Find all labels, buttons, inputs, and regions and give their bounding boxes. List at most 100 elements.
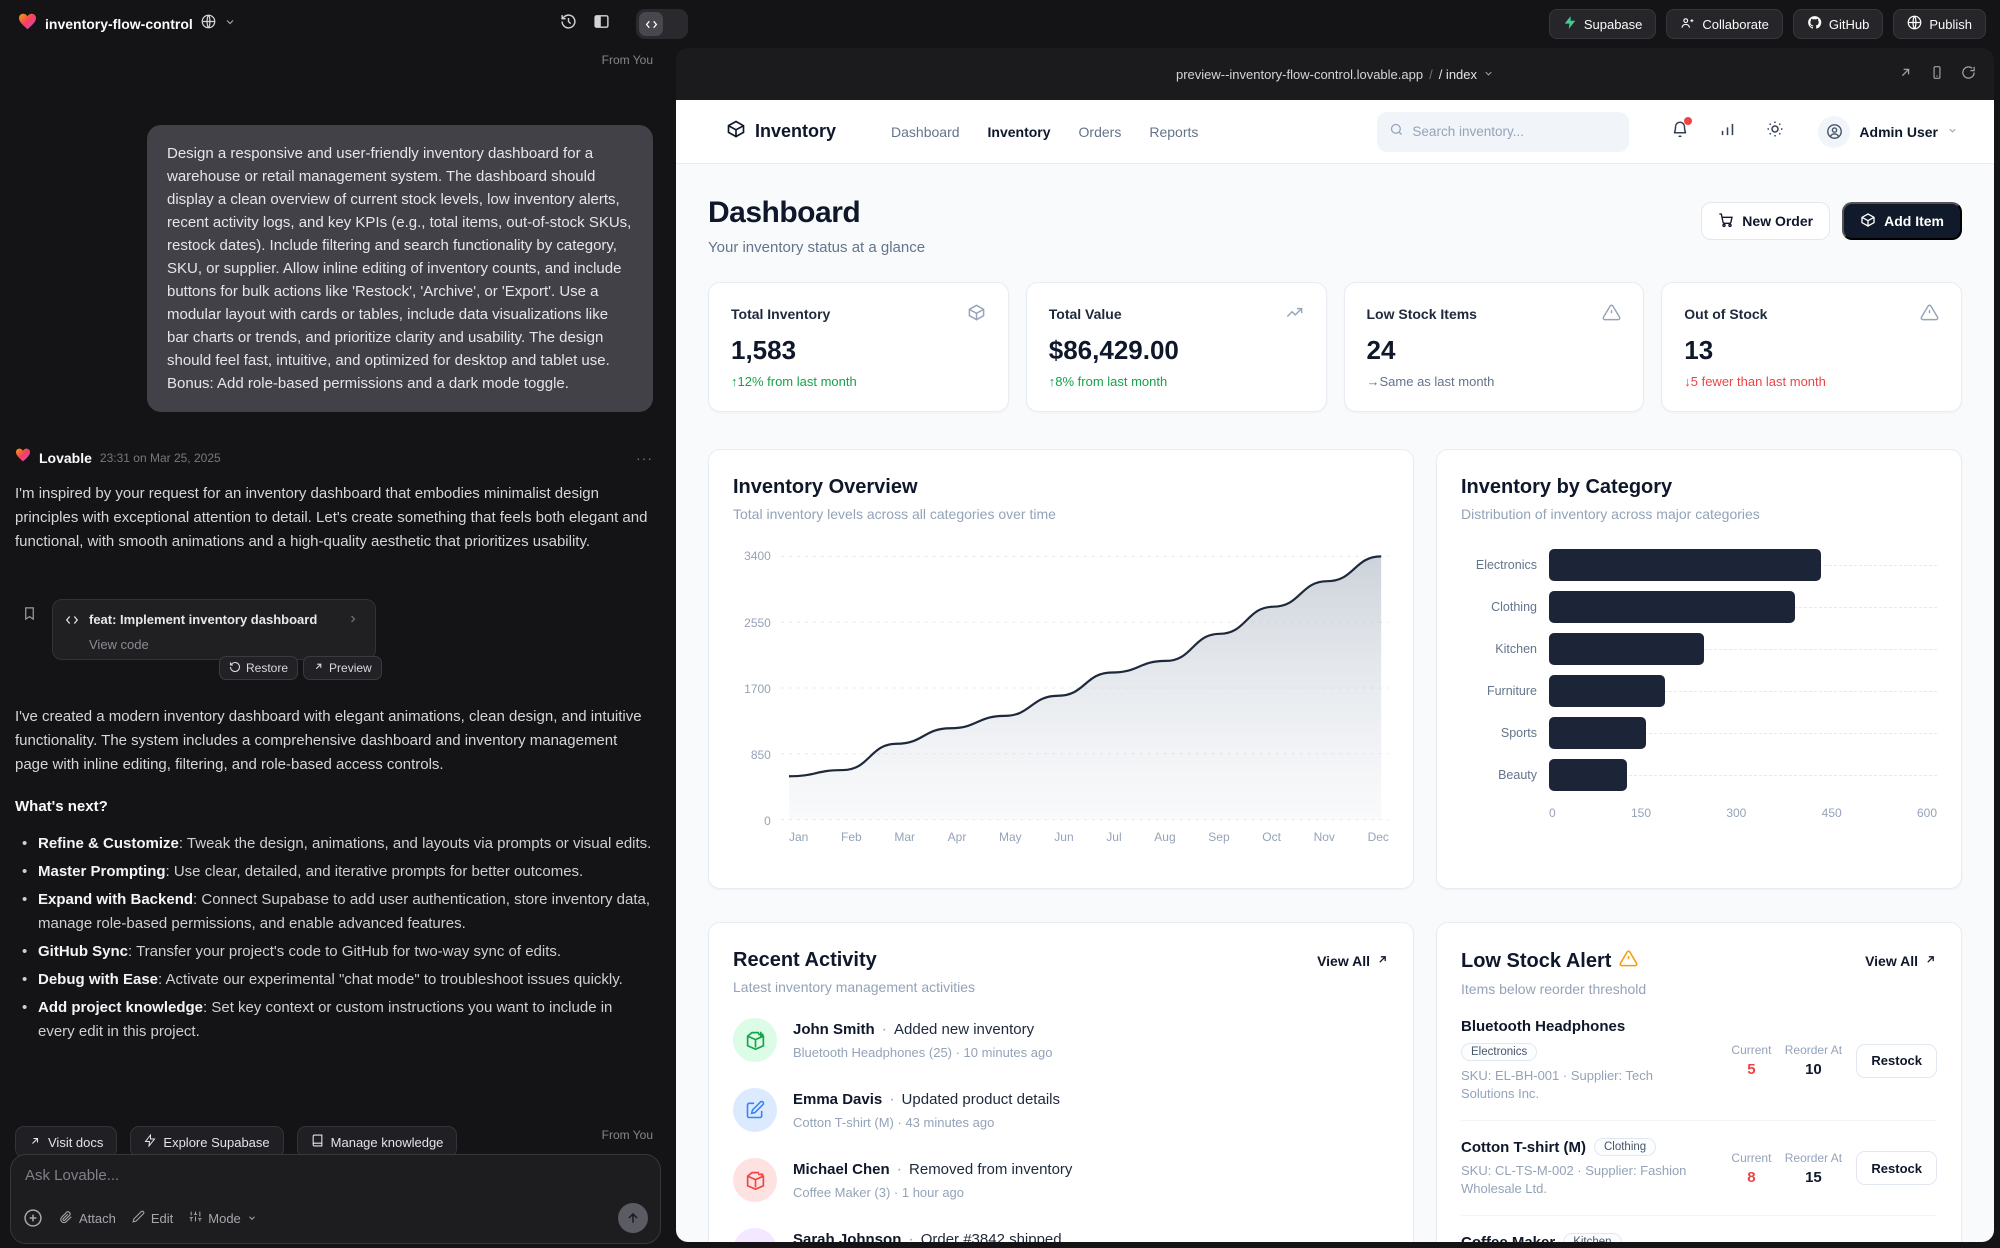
whats-next-list: Refine & Customize: Tweak the design, an… xyxy=(18,832,652,1048)
alert-triangle-icon xyxy=(1920,303,1939,325)
package-plus-icon xyxy=(733,1018,777,1062)
pencil-square-icon xyxy=(733,1088,777,1132)
app-header: Inventory Dashboard Inventory Orders Rep… xyxy=(676,100,1994,164)
attach-button[interactable]: Attach xyxy=(59,1210,116,1227)
chat-composer[interactable]: Attach Edit Mode xyxy=(10,1154,661,1244)
globe-icon[interactable] xyxy=(201,14,216,34)
mode-selector[interactable]: Mode xyxy=(189,1210,257,1226)
code-view-toggle[interactable] xyxy=(636,9,688,39)
new-order-button[interactable]: New Order xyxy=(1701,202,1831,240)
send-button[interactable] xyxy=(618,1203,648,1233)
app-brand[interactable]: Inventory xyxy=(726,119,836,144)
bar-furniture xyxy=(1549,675,1666,707)
inventory-by-category-card: Inventory by Category Distribution of in… xyxy=(1436,449,1962,889)
github-icon xyxy=(1807,15,1822,33)
search-box[interactable] xyxy=(1377,111,1630,152)
assistant-header: Lovable 23:31 on Mar 25, 2025 ··· xyxy=(15,448,653,467)
mobile-view-icon[interactable] xyxy=(1930,65,1944,83)
user-chevron-down-icon xyxy=(1947,123,1958,141)
chart-subtitle: Total inventory levels across all catego… xyxy=(733,506,1056,522)
chat-panel: From You Design a responsive and user-fr… xyxy=(0,48,676,1248)
page-title: Dashboard xyxy=(708,196,861,229)
cart-icon xyxy=(1718,212,1734,231)
analytics-bars-icon[interactable] xyxy=(1719,121,1736,143)
inventory-overview-card: Inventory Overview Total inventory level… xyxy=(708,449,1414,889)
lovable-heart-logo xyxy=(18,13,37,35)
preview-url-bar: preview--inventory-flow-control.lovable.… xyxy=(676,48,1994,100)
chart-subtitle: Distribution of inventory across major c… xyxy=(1461,506,1760,522)
kpi-value: 13 xyxy=(1684,335,1714,365)
view-all-link[interactable]: View All xyxy=(1317,949,1389,969)
bookmark-icon[interactable] xyxy=(22,605,37,627)
arrow-up-right-icon xyxy=(1924,953,1937,969)
nav-inventory[interactable]: Inventory xyxy=(987,123,1051,140)
preview-window: preview--inventory-flow-control.lovable.… xyxy=(676,48,1994,1242)
list-item: Refine & Customize: Tweak the design, an… xyxy=(18,832,652,856)
top-chrome-bar: inventory-flow-control Supabase xyxy=(0,0,2000,48)
bar-beauty xyxy=(1549,759,1627,791)
url-chevron-down-icon[interactable] xyxy=(1483,67,1494,82)
restock-button[interactable]: Restock xyxy=(1856,1151,1937,1185)
view-all-link[interactable]: View All xyxy=(1865,949,1937,969)
warning-amber-icon xyxy=(1619,949,1638,974)
project-name[interactable]: inventory-flow-control xyxy=(45,16,193,32)
preview-button[interactable]: Preview xyxy=(303,656,382,680)
restock-button[interactable]: Restock xyxy=(1856,1043,1937,1078)
edit-button[interactable]: Edit xyxy=(132,1210,173,1226)
bar-x-axis-labels: 0 150 300 450 600 xyxy=(1549,806,1937,820)
y-axis-labels: 3400 2550 1700 850 0 xyxy=(744,549,771,829)
x-axis-labels: Jan Feb Mar Apr May Jun Jul Aug Sep Oct Nov De… xyxy=(789,830,1389,844)
recent-activity-card: Recent Activity Latest inventory managem… xyxy=(708,922,1414,1242)
bar-clothing xyxy=(1549,591,1795,623)
nav-orders[interactable]: Orders xyxy=(1078,123,1122,140)
preview-url[interactable]: preview--inventory-flow-control.lovable.… xyxy=(1175,66,1424,82)
commit-chevron-right-icon[interactable] xyxy=(347,610,363,630)
github-button[interactable]: GitHub xyxy=(1792,9,1884,39)
activity-row[interactable]: Emma Davis · Updated product details Cotto… xyxy=(733,1075,1389,1145)
history-icon[interactable] xyxy=(560,13,577,35)
activity-row[interactable]: John Smith · Added new inventory Bluetooth… xyxy=(733,1005,1389,1075)
view-code-link[interactable]: View code xyxy=(89,637,149,652)
kpi-value: 1,583 xyxy=(731,335,797,365)
search-input[interactable] xyxy=(1412,124,1618,139)
restore-button[interactable]: Restore xyxy=(219,656,299,680)
nav-dashboard[interactable]: Dashboard xyxy=(891,123,960,140)
bar-sports xyxy=(1549,717,1646,749)
add-item-button[interactable]: Add Item xyxy=(1842,202,1962,240)
nav-reports[interactable]: Reports xyxy=(1149,123,1199,140)
notification-dot xyxy=(1684,117,1693,125)
package-icon xyxy=(1860,212,1876,231)
open-external-icon[interactable] xyxy=(1898,65,1913,83)
inventory-overview-plot xyxy=(780,555,1389,821)
preview-path[interactable]: / index xyxy=(1438,66,1478,82)
plus-circle-icon[interactable] xyxy=(23,1208,43,1228)
chat-input[interactable] xyxy=(25,1167,646,1184)
whats-next-heading: What's next? xyxy=(15,798,108,815)
theme-sun-icon[interactable] xyxy=(1766,120,1784,143)
message-timestamp: 23:31 on Mar 25, 2025 xyxy=(99,450,221,465)
search-icon xyxy=(1389,122,1404,142)
commit-card[interactable]: feat: Implement inventory dashboard View… xyxy=(52,599,376,660)
collaborate-button[interactable]: Collaborate xyxy=(1666,9,1783,39)
low-stock-title: Low Stock Alert xyxy=(1461,950,1612,972)
publish-button[interactable]: Publish xyxy=(1893,9,1986,39)
avatar xyxy=(1818,115,1851,148)
package-minus-icon xyxy=(733,1158,777,1202)
explore-supabase-button[interactable]: Explore Supabase xyxy=(130,1126,284,1158)
list-item: GitHub Sync: Transfer your project's cod… xyxy=(18,940,652,964)
sidebar-panel-icon[interactable] xyxy=(593,13,610,35)
kpi-card-out-of-stock: Out of Stock 13 ↓5 fewer than last month xyxy=(1661,282,1962,412)
supabase-button[interactable]: Supabase xyxy=(1548,9,1657,39)
chart-title: Inventory Overview xyxy=(733,476,918,498)
user-menu[interactable]: Admin User xyxy=(1818,115,1958,148)
notifications-bell-icon[interactable] xyxy=(1671,117,1693,143)
message-more-icon[interactable]: ··· xyxy=(636,449,653,466)
refresh-icon[interactable] xyxy=(1961,65,1976,83)
project-chevron-down-icon[interactable] xyxy=(224,15,236,33)
activity-row[interactable]: Michael Chen · Removed from inventory Coff… xyxy=(733,1145,1389,1215)
activity-row[interactable]: Sarah Johnson·Order #3842 shipped Desk L… xyxy=(733,1215,1389,1242)
restore-icon xyxy=(229,661,241,676)
category-badge: Kitchen xyxy=(1563,1233,1622,1242)
visit-docs-button[interactable]: Visit docs xyxy=(15,1126,118,1158)
kpi-delta: ↑8% from last month xyxy=(1048,374,1168,389)
